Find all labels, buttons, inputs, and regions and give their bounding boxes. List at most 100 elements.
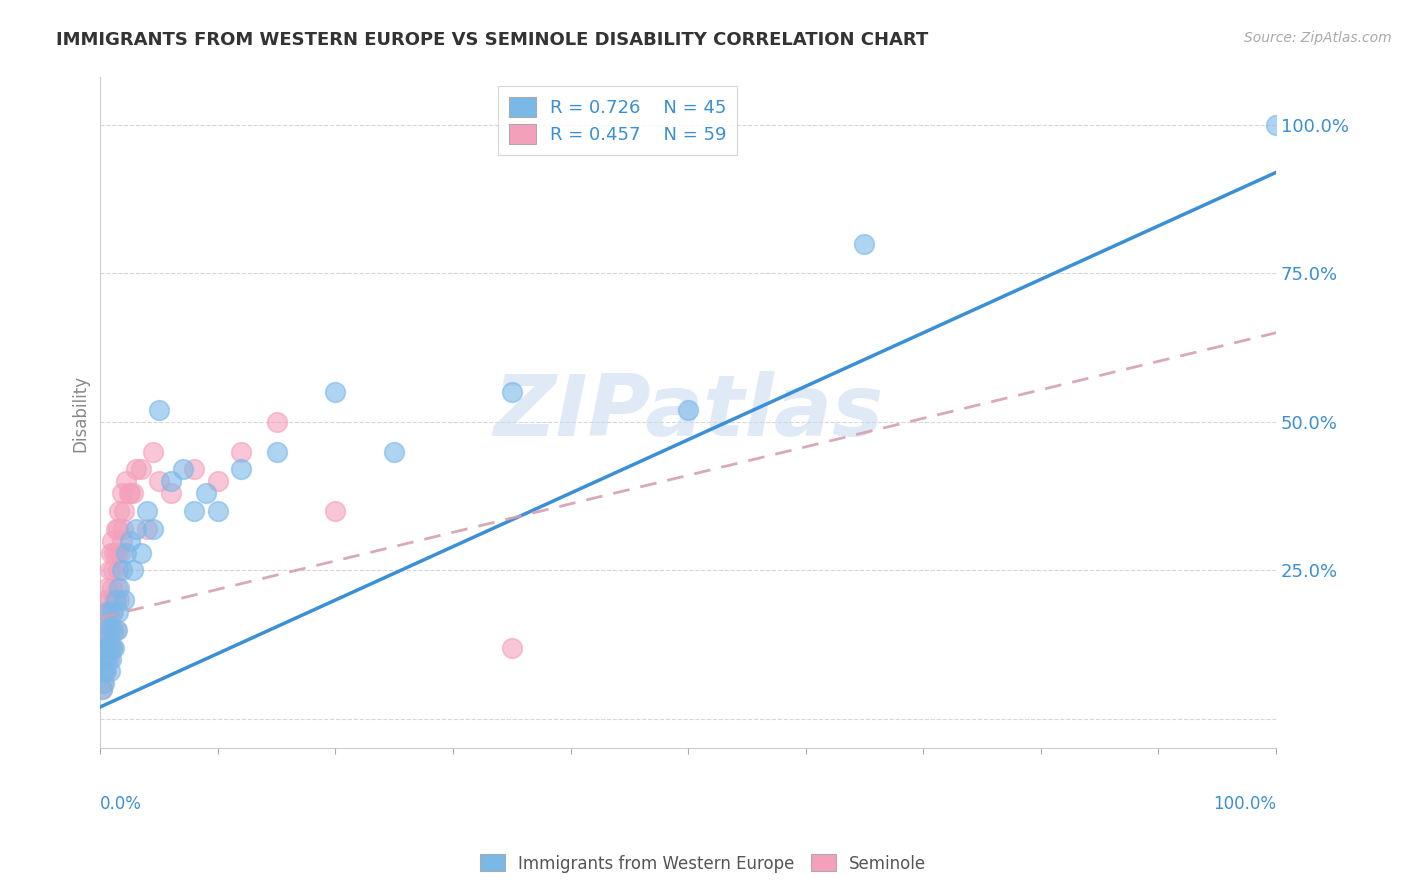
Point xyxy=(676,403,699,417)
Point xyxy=(93,640,115,655)
Point xyxy=(122,563,145,577)
Point xyxy=(105,581,128,595)
Point xyxy=(101,581,124,595)
Point xyxy=(96,623,118,637)
Point xyxy=(183,504,205,518)
Point xyxy=(98,563,121,577)
Point xyxy=(382,444,405,458)
Point xyxy=(100,623,122,637)
Point xyxy=(93,605,115,619)
Point xyxy=(94,665,117,679)
Point xyxy=(325,504,347,518)
Point xyxy=(98,623,121,637)
Point xyxy=(108,504,131,518)
Point xyxy=(172,462,194,476)
Point xyxy=(207,504,229,518)
Point xyxy=(91,623,114,637)
Point xyxy=(98,640,121,655)
Point xyxy=(325,385,347,400)
Point xyxy=(108,593,131,607)
Point xyxy=(124,522,146,536)
Legend: Immigrants from Western Europe, Seminole: Immigrants from Western Europe, Seminole xyxy=(472,847,934,880)
Point xyxy=(131,545,153,559)
Point xyxy=(101,640,124,655)
Point xyxy=(118,486,141,500)
Point xyxy=(101,533,124,548)
Point xyxy=(91,652,114,666)
Point xyxy=(100,652,122,666)
Point xyxy=(96,652,118,666)
Point xyxy=(103,563,125,577)
Point xyxy=(195,486,218,500)
Point xyxy=(110,533,132,548)
Point xyxy=(96,640,118,655)
Point xyxy=(93,676,115,690)
Point xyxy=(103,605,125,619)
Point xyxy=(115,475,138,489)
Point xyxy=(110,545,132,559)
Text: 0.0%: 0.0% xyxy=(100,796,142,814)
Point xyxy=(148,403,170,417)
Point xyxy=(94,623,117,637)
Point xyxy=(93,665,115,679)
Point xyxy=(115,545,138,559)
Point xyxy=(111,522,134,536)
Point xyxy=(108,581,131,595)
Point xyxy=(90,682,112,697)
Point xyxy=(101,640,124,655)
Point xyxy=(142,522,165,536)
Text: ZIPatlas: ZIPatlas xyxy=(494,371,883,454)
Y-axis label: Disability: Disability xyxy=(72,375,89,451)
Point xyxy=(231,462,253,476)
Point xyxy=(90,665,112,679)
Point xyxy=(103,593,125,607)
Point xyxy=(110,486,132,500)
Point xyxy=(117,486,139,500)
Point xyxy=(103,545,125,559)
Point xyxy=(107,522,129,536)
Point xyxy=(853,236,876,251)
Point xyxy=(101,605,124,619)
Point xyxy=(110,563,132,577)
Point xyxy=(100,545,122,559)
Point xyxy=(1265,118,1288,132)
Point xyxy=(124,462,146,476)
Point xyxy=(136,522,159,536)
Point xyxy=(93,652,115,666)
Point xyxy=(118,533,141,548)
Point xyxy=(112,504,135,518)
Point xyxy=(207,475,229,489)
Point xyxy=(131,462,153,476)
Legend: R = 0.726    N = 45, R = 0.457    N = 59: R = 0.726 N = 45, R = 0.457 N = 59 xyxy=(498,87,738,155)
Point xyxy=(104,623,127,637)
Point xyxy=(266,444,288,458)
Point xyxy=(90,682,112,697)
Point xyxy=(97,605,120,619)
Point xyxy=(183,462,205,476)
Point xyxy=(107,605,129,619)
Point xyxy=(104,593,127,607)
Point xyxy=(107,563,129,577)
Point xyxy=(104,522,127,536)
Point xyxy=(96,623,118,637)
Point xyxy=(96,593,118,607)
Point xyxy=(91,665,114,679)
Point xyxy=(96,581,118,595)
Point xyxy=(231,444,253,458)
Point xyxy=(94,652,117,666)
Point xyxy=(97,640,120,655)
Point xyxy=(266,415,288,429)
Text: 100.0%: 100.0% xyxy=(1213,796,1277,814)
Point xyxy=(103,623,125,637)
Text: IMMIGRANTS FROM WESTERN EUROPE VS SEMINOLE DISABILITY CORRELATION CHART: IMMIGRANTS FROM WESTERN EUROPE VS SEMINO… xyxy=(56,31,928,49)
Point xyxy=(160,486,183,500)
Point xyxy=(103,640,125,655)
Point xyxy=(122,486,145,500)
Point xyxy=(105,545,128,559)
Point xyxy=(96,640,118,655)
Point xyxy=(501,640,523,655)
Point xyxy=(97,652,120,666)
Point xyxy=(96,605,118,619)
Point xyxy=(142,444,165,458)
Point xyxy=(148,475,170,489)
